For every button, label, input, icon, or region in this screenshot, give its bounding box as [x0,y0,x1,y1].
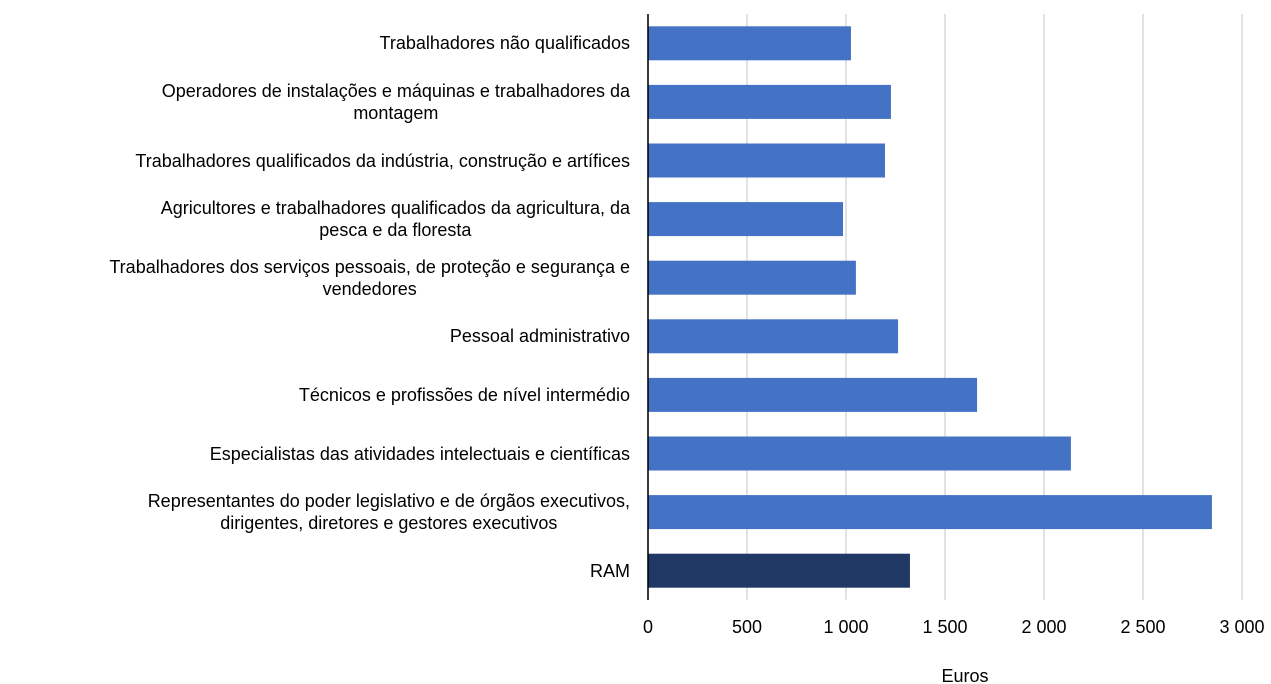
bar [648,377,978,412]
x-tick-label: 1 500 [922,617,967,637]
x-tick-label: 500 [732,617,762,637]
y-tick-label: Técnicos e profissões de nível intermédi… [298,384,630,405]
y-tick-label: Operadores de instalações e máquinas e t… [161,80,630,123]
x-tick-label: 2 000 [1021,617,1066,637]
bar [648,26,851,61]
bar [648,260,856,295]
y-tick-label: Pessoal administrativo [449,326,630,347]
bar [648,495,1212,530]
x-axis-title: Euros [941,666,988,684]
bar [648,553,910,588]
y-tick-label: Especialistas das atividades intelectuai… [209,443,630,464]
bar [648,319,899,354]
x-tick-label: 2 500 [1120,617,1165,637]
y-tick-label: RAM [590,560,630,581]
bar [648,436,1071,471]
y-tick-label: Trabalhadores dos serviços pessoais, de … [109,256,630,299]
x-tick-label: 0 [643,617,653,637]
bar [648,202,844,237]
bar [648,84,891,119]
y-tick-label: Trabalhadores não qualificados [379,33,631,54]
y-tick-label: Representantes do poder legislativo e de… [147,491,630,534]
x-tick-label: 3 000 [1219,617,1264,637]
y-tick-label: Trabalhadores qualificados da indústria,… [135,150,630,171]
y-tick-label: Agricultores e trabalhadores qualificado… [160,198,630,241]
bar [648,143,886,178]
x-tick-label: 1 000 [823,617,868,637]
